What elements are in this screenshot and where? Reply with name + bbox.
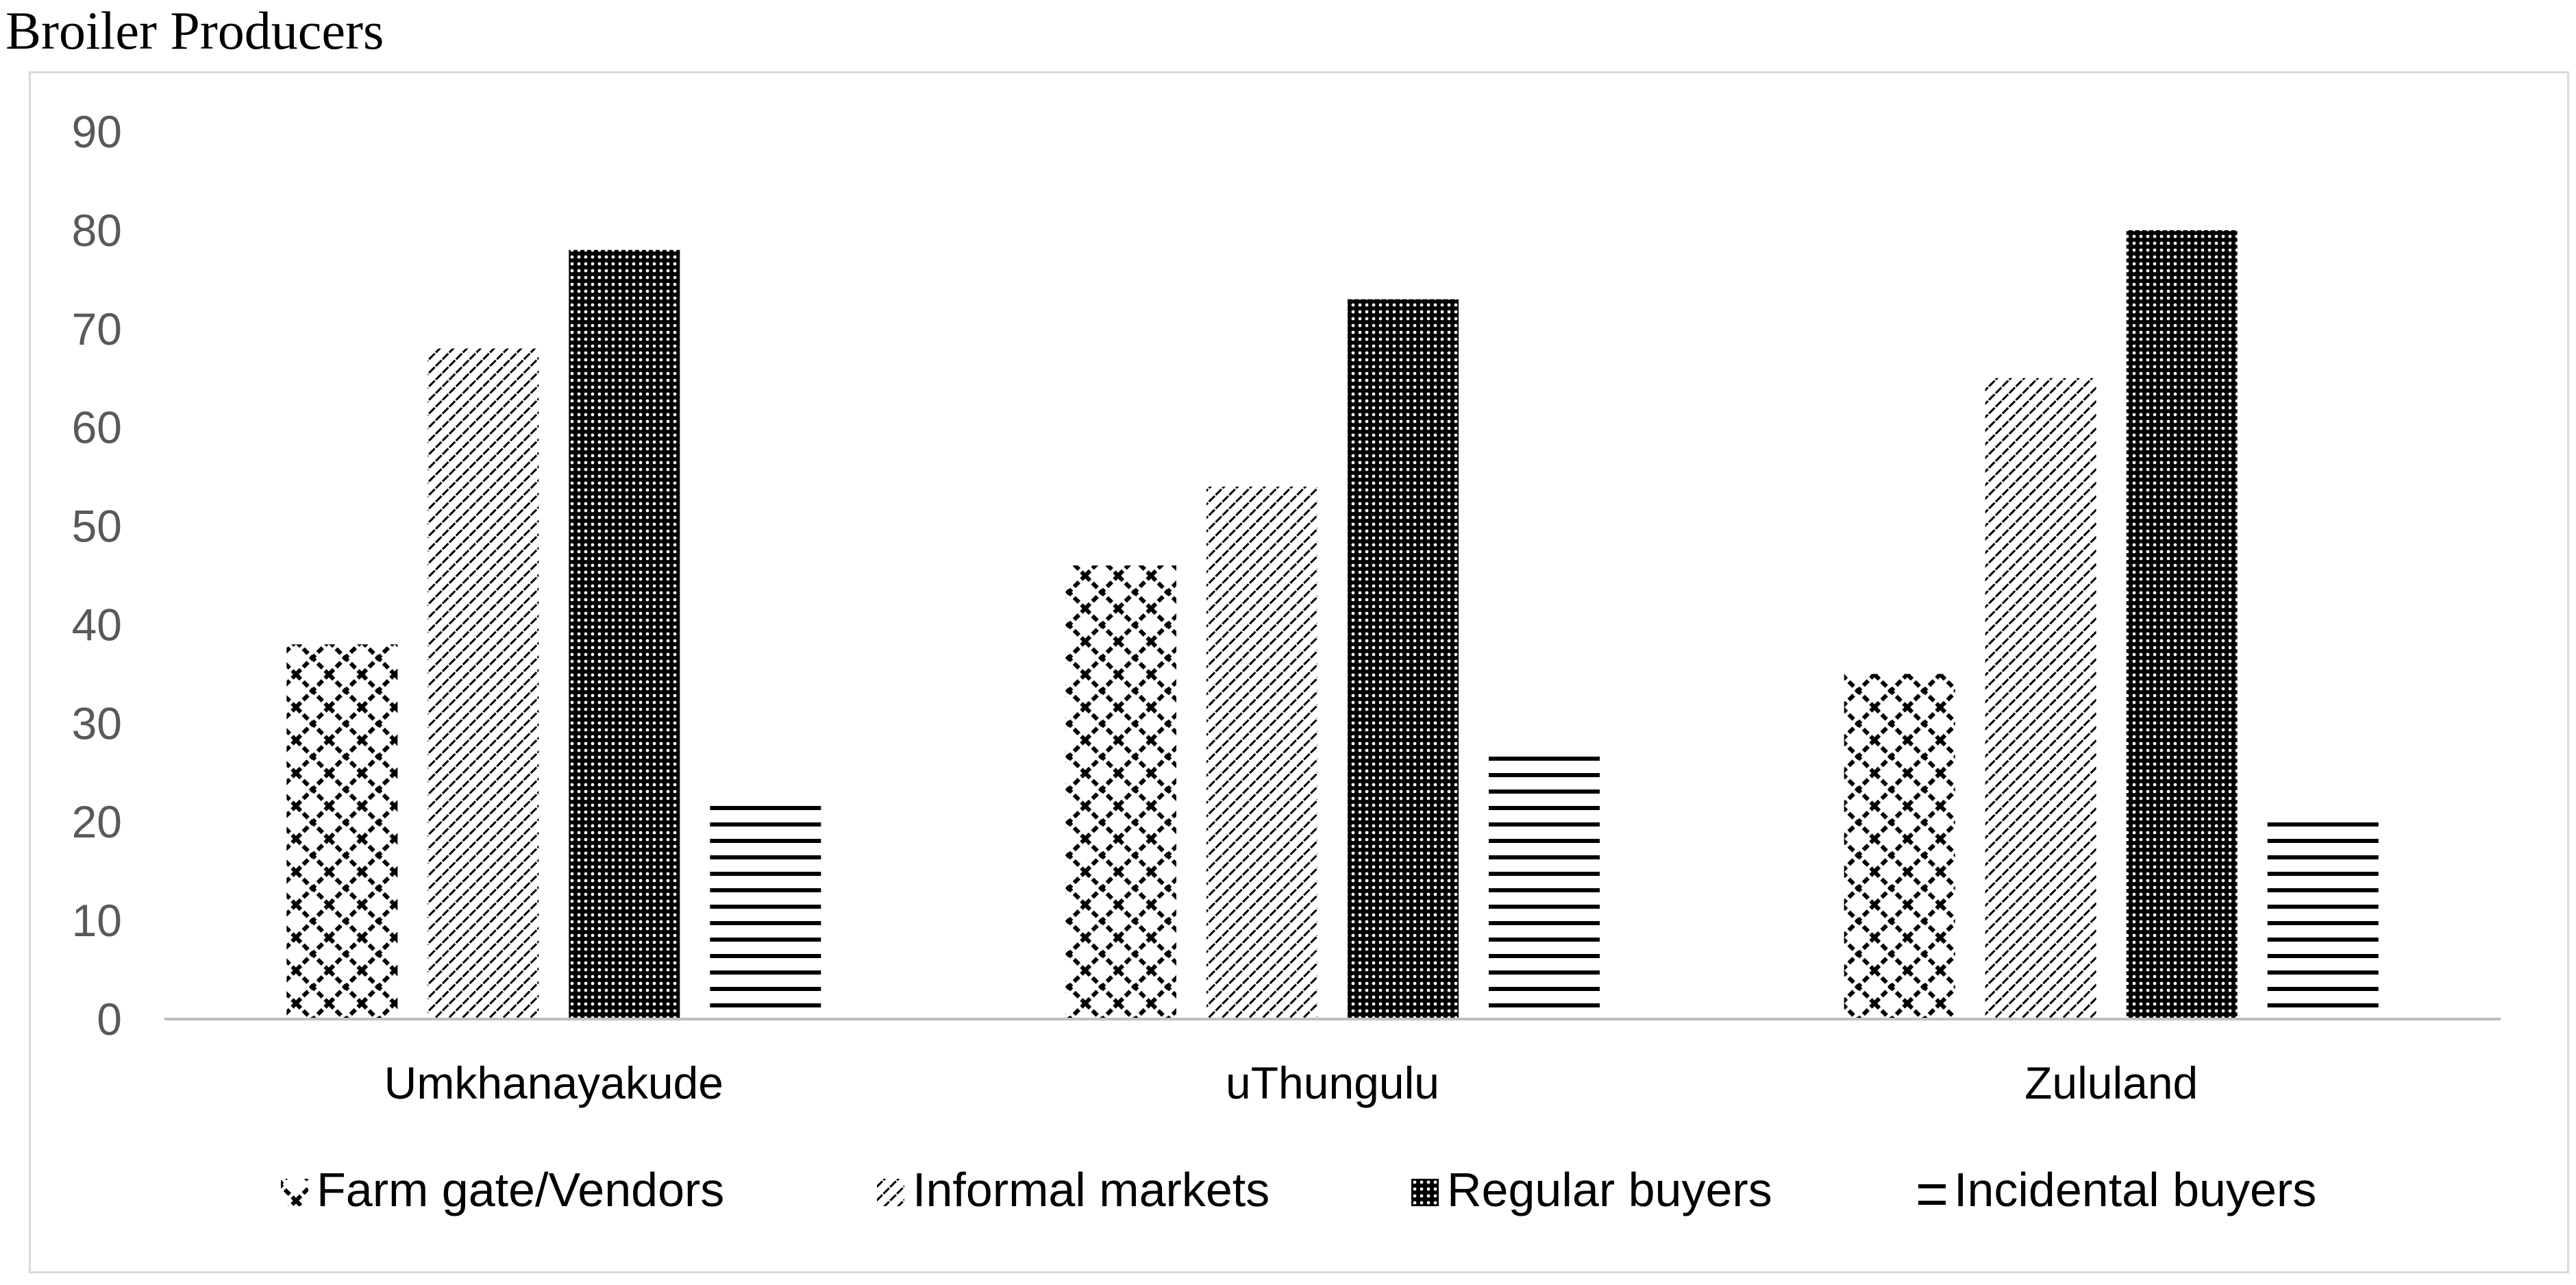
legend-swatch-farm-gate-vendors — [281, 1179, 308, 1206]
y-axis-ticks: 0 10 20 30 40 50 60 70 80 90 — [72, 106, 122, 1044]
y-tick-label-90: 90 — [72, 106, 122, 157]
x-tick-label-zululand: Zululand — [2024, 1057, 2198, 1108]
y-tick-label-20: 20 — [72, 796, 122, 847]
legend-swatch-incidental-buyers — [1918, 1179, 1946, 1206]
y-tick-label-0: 0 — [97, 994, 122, 1044]
legend-swatch-informal-markets — [877, 1179, 904, 1206]
legend-label-regular-buyers: Regular buyers — [1447, 1163, 1772, 1216]
legend: Farm gate/Vendors Informal markets Regular… — [281, 1163, 2316, 1216]
bar-farm-gate-vendors-uthungulu — [1065, 565, 1176, 1019]
bar-incidental-buyers-zululand — [2267, 822, 2379, 1019]
bar-marks — [286, 230, 2379, 1020]
legend-label-informal-markets: Informal markets — [913, 1163, 1270, 1216]
bar-informal-markets-zululand — [1985, 378, 2096, 1019]
bar-informal-markets-uthungulu — [1206, 487, 1317, 1019]
chart-frame — [29, 71, 2569, 1273]
y-tick-label-30: 30 — [72, 698, 122, 748]
y-tick-label-10: 10 — [72, 895, 122, 946]
bar-farm-gate-vendors-zululand — [1844, 674, 1955, 1019]
y-tick-label-40: 40 — [72, 599, 122, 650]
bar-regular-buyers-uthungulu — [1348, 299, 1459, 1020]
x-axis: Umkhanayakude uThungulu Zululand — [164, 1018, 2501, 1108]
bar-regular-buyers-zululand — [2126, 230, 2238, 1019]
bar-informal-markets-umkhanayakude — [428, 348, 539, 1019]
legend-label-incidental-buyers: Incidental buyers — [1954, 1163, 2316, 1216]
legend-swatch-regular-buyers — [1411, 1179, 1439, 1206]
bar-incidental-buyers-umkhanayakude — [710, 802, 821, 1019]
legend-label-farm-gate-vendors: Farm gate/Vendors — [317, 1163, 724, 1216]
chart-title: Broiler Producers — [5, 1, 384, 60]
bar-regular-buyers-umkhanayakude — [569, 249, 680, 1020]
bar-incidental-buyers-uthungulu — [1489, 752, 1600, 1019]
y-tick-label-70: 70 — [72, 304, 122, 354]
y-tick-label-80: 80 — [72, 205, 122, 256]
x-tick-label-uthungulu: uThungulu — [1226, 1057, 1439, 1108]
x-tick-label-umkhanayakude: Umkhanayakude — [384, 1057, 723, 1108]
y-tick-label-60: 60 — [72, 402, 122, 453]
y-tick-label-50: 50 — [72, 501, 122, 552]
bar-farm-gate-vendors-umkhanayakude — [286, 644, 398, 1019]
